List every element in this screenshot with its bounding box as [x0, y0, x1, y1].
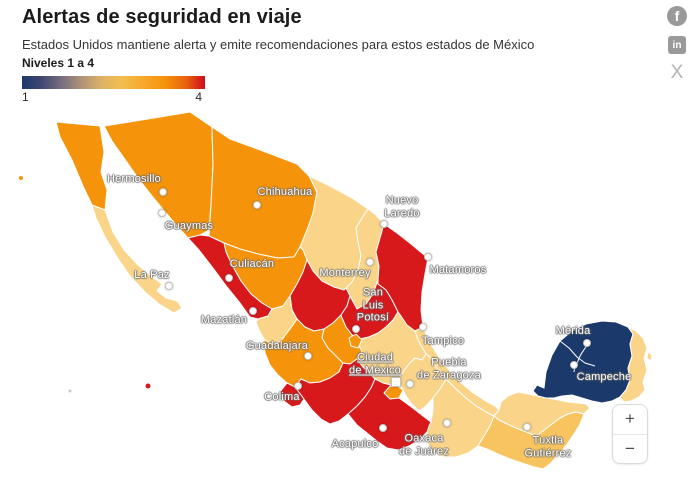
- facebook-share-icon[interactable]: f: [667, 6, 687, 26]
- page-subtitle: Estados Unidos mantiene alerta y emite r…: [22, 37, 535, 52]
- legend-max-value: 4: [195, 90, 202, 104]
- region-sonora[interactable]: [103, 111, 214, 239]
- map-zoom-control: + −: [612, 404, 648, 464]
- region-chiapas[interactable]: [477, 411, 585, 470]
- legend-scale: 1 4: [22, 89, 205, 104]
- x-twitter-share-icon[interactable]: X: [670, 62, 684, 83]
- page-title: Alertas de seguridad en viaje: [22, 6, 302, 28]
- legend-gradient-bar: [22, 76, 205, 89]
- region-cozumel-island[interactable]: [646, 351, 653, 362]
- isla-cedros-speck: [19, 176, 23, 180]
- region-oaxaca[interactable]: [425, 378, 495, 458]
- islas-marias-speck: [145, 383, 151, 389]
- share-buttons: f in X: [667, 6, 687, 82]
- isla-guadalupe-speck: [68, 389, 72, 393]
- yucatan-campeche-state-border: [559, 340, 596, 367]
- legend: Niveles 1 a 4 1 4: [22, 56, 212, 104]
- region-baja-california-sur[interactable]: [91, 204, 183, 314]
- region-quintana-roo[interactable]: [619, 326, 648, 403]
- facebook-glyph: f: [674, 8, 680, 24]
- region-queretaro[interactable]: [348, 333, 363, 349]
- legend-min-value: 1: [22, 90, 29, 104]
- header: Alertas de seguridad en viaje Estados Un…: [22, 6, 632, 52]
- region-baja-california[interactable]: [55, 121, 108, 211]
- linkedin-share-icon[interactable]: in: [668, 36, 686, 54]
- zoom-in-button[interactable]: +: [613, 405, 647, 434]
- zoom-control-divider: [613, 433, 647, 435]
- zoom-out-button[interactable]: −: [613, 434, 647, 463]
- legend-title: Niveles 1 a 4: [22, 56, 95, 70]
- linkedin-glyph: in: [672, 39, 682, 51]
- x-glyph: X: [670, 62, 684, 83]
- region-chihuahua[interactable]: [208, 126, 318, 259]
